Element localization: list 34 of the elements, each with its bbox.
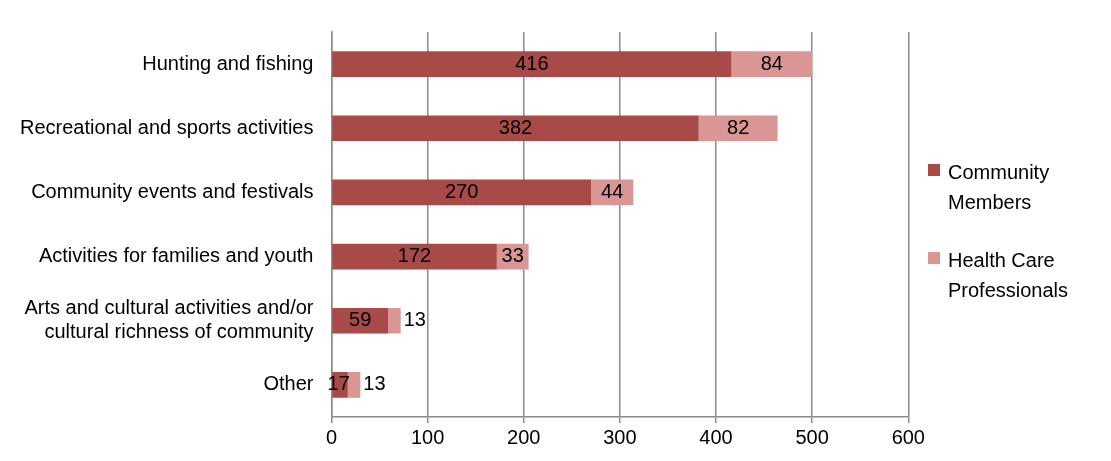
data-label: 416 [515, 51, 549, 74]
y-tick-label: Other [263, 372, 314, 395]
data-label: 382 [498, 115, 533, 138]
data-label: 84 [760, 51, 783, 74]
y-tick-label: Recreational and sports activities [19, 115, 314, 138]
data-label: 33 [501, 244, 524, 267]
y-tick-label: Community events and festivals [31, 179, 314, 202]
x-tick-label: 200 [507, 425, 541, 448]
bar [332, 115, 699, 142]
data-label: 270 [444, 179, 479, 202]
legend-label: Community Members [948, 159, 1051, 215]
bar [332, 179, 592, 206]
bar [332, 51, 732, 77]
x-tick-label: 400 [699, 425, 733, 448]
y-tick-label: Hunting and fishing [142, 51, 314, 74]
bar [347, 372, 361, 398]
data-label: 44 [601, 179, 624, 202]
x-tick-label: 0 [325, 425, 338, 448]
legend-label: Health Care Professionals [948, 247, 1070, 303]
y-tick-label: Arts and cultural activities and/or cultural richness of community [24, 296, 314, 343]
data-label: 13 [403, 308, 426, 331]
x-tick-label: 100 [410, 425, 445, 448]
data-label: 172 [397, 244, 432, 267]
data-label: 82 [727, 115, 750, 138]
x-tick-label: 300 [603, 425, 637, 448]
x-tick-label: 600 [891, 425, 925, 448]
y-tick-label: Activities for families and youth [38, 244, 314, 267]
data-label: 13 [363, 372, 386, 395]
x-tick-label: 500 [795, 425, 829, 448]
bar [731, 51, 813, 77]
data-label: 59 [349, 308, 372, 331]
bar [332, 243, 497, 270]
bar [698, 115, 778, 142]
bar [388, 307, 401, 334]
